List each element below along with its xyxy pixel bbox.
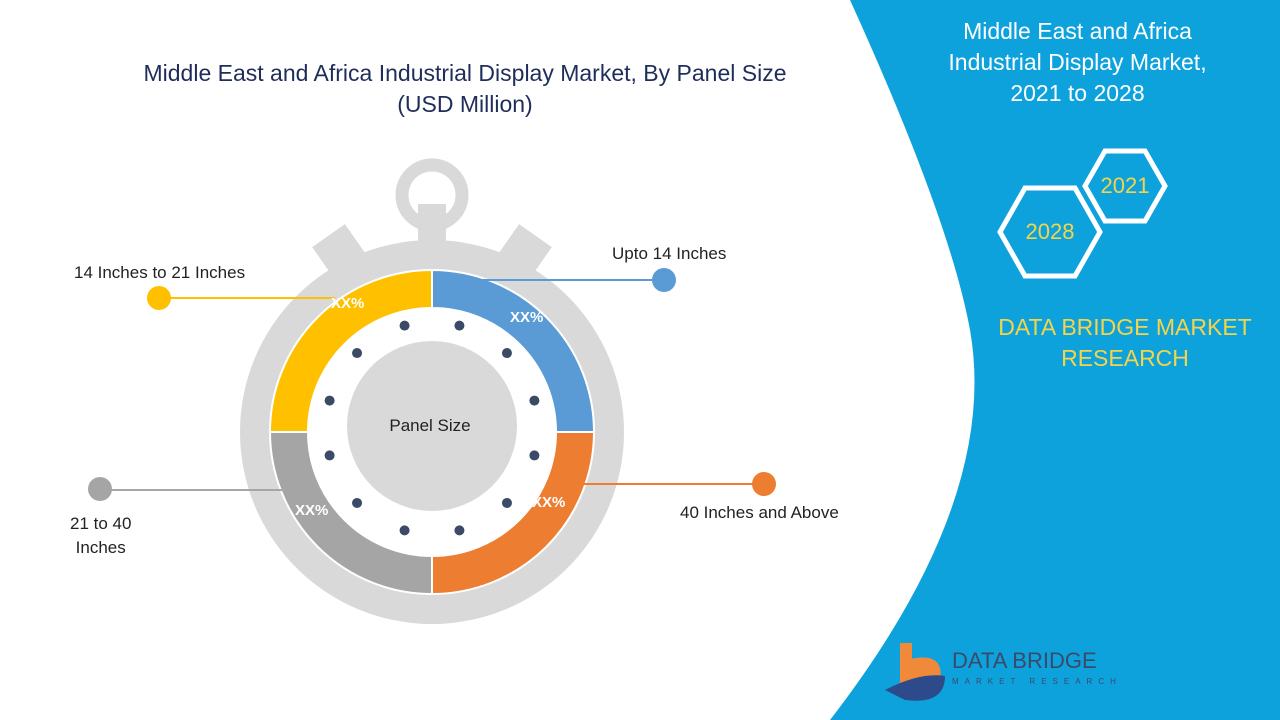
logo-tagline: MARKET RESEARCH [952,677,1122,686]
label-21-40-line2: Inches [75,538,126,557]
tick-dot [501,348,512,359]
tick-dot [324,395,335,406]
label-40-above: 40 Inches and Above [680,503,839,522]
tick-dot [352,497,363,508]
right-blue-panel [830,0,1280,720]
label-21-40: 21 to 40 Inches [70,512,131,560]
data-bridge-logo [885,643,945,701]
rtitle-line1: Middle East and Africa [963,18,1192,44]
brand-text: DATA BRIDGE MARKET RESEARCH [985,312,1265,374]
tick-dot [454,525,465,536]
brand-line2: RESEARCH [1061,345,1189,371]
center-circle [347,341,517,511]
tick-dot [352,348,363,359]
tick-dot [529,450,540,461]
label-upto-14: Upto 14 Inches [612,244,727,263]
right-panel-title: Middle East and Africa Industrial Displa… [900,16,1255,109]
brand-line1: DATA BRIDGE MARKET [998,314,1252,340]
legend-dot-21-40 [88,477,112,501]
segment-value-40-above: XX% [532,494,566,511]
center-label: Panel Size [389,416,471,435]
label-21-40-line1: 21 to 40 [70,514,132,533]
legend-dot-upto-14 [652,268,676,292]
legend-dot-14-21 [147,286,171,310]
segment-value-21-40: XX% [295,502,329,519]
hexagon-2021 [1082,148,1168,224]
rtitle-line2: Industrial Display Market, [948,49,1207,75]
label-14-21: 14 Inches to 21 Inches [74,263,246,282]
tick-dot [399,320,410,331]
rtitle-line3: 2021 to 2028 [1010,80,1145,106]
tick-dot [454,320,465,331]
tick-dot [324,450,335,461]
chart-title: Middle East and Africa Industrial Displa… [100,58,830,120]
hexagon-2028 [997,185,1103,279]
tick-dot [399,525,410,536]
logo-name: DATA BRIDGE [952,648,1097,673]
segment-value-upto-14: XX% [510,309,544,326]
legend-dot-40-above [752,472,776,496]
year-2021: 2021 [1100,173,1150,198]
tick-dot [501,497,512,508]
segment-value-14-21: XX% [331,295,365,312]
tick-dot [529,395,540,406]
title-line-2: (USD Million) [397,91,533,117]
year-2028: 2028 [1025,219,1075,244]
title-line-1: Middle East and Africa Industrial Displa… [143,60,787,86]
